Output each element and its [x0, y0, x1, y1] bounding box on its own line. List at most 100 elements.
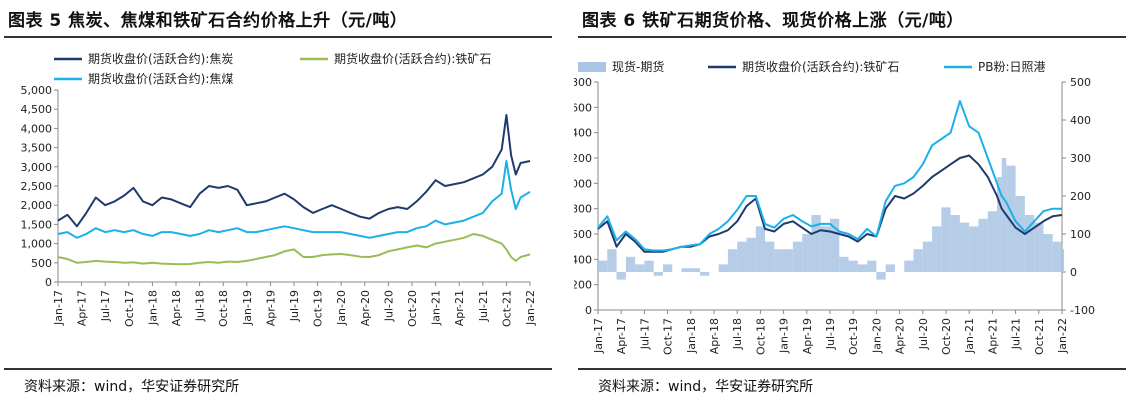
area-bar-spot-minus-futures [820, 226, 830, 272]
series-line-3 [597, 100, 1062, 252]
x-tick-label: Apr-17 [76, 290, 89, 326]
x-tick-label: Apr-19 [801, 318, 814, 354]
y-tick-label: 1,200 [574, 152, 592, 165]
y2-tick-label: 300 [1070, 152, 1091, 165]
area-bar-spot-minus-futures [959, 222, 970, 272]
area-bar-spot-minus-futures [950, 215, 960, 272]
left-title-rule [4, 36, 552, 38]
area-bar-spot-minus-futures [811, 215, 821, 272]
area-bar-spot-minus-futures [737, 241, 747, 272]
x-tick-label: Jul-20 [382, 290, 395, 322]
x-tick-label: Oct-21 [1033, 318, 1046, 355]
area-bar-spot-minus-futures [755, 226, 766, 272]
right-figure-title: 图表 6 铁矿石期货价格、现货价格上涨（元/吨） [582, 11, 964, 31]
x-tick-label: Jul-19 [824, 318, 837, 350]
legend-label: PB粉:日照港 [978, 60, 1046, 74]
y-tick-label: 0 [45, 276, 52, 289]
y2-tick-label: 500 [1070, 76, 1091, 89]
left-source-note: 资料来源：wind，华安证券研究所 [24, 379, 240, 395]
x-tick-label: Oct-18 [754, 318, 767, 355]
x-tick-label: Apr-19 [264, 290, 277, 326]
y-tick-label: 1,400 [574, 127, 592, 140]
area-bar-spot-minus-futures [625, 256, 636, 272]
x-tick-label: Apr-21 [453, 290, 466, 326]
area-bar-spot-minus-futures [1024, 215, 1035, 272]
area-bar-spot-minus-futures [783, 249, 793, 272]
x-tick-label: Apr-18 [170, 290, 183, 326]
x-tick-label: Jul-21 [1010, 318, 1023, 350]
y-tick-label: 1,800 [574, 76, 592, 89]
y2-tick-label: 100 [1070, 228, 1091, 241]
x-tick-label: Jul-20 [917, 318, 930, 350]
y-tick-label: 600 [574, 228, 592, 241]
x-tick-label: Jan-18 [685, 318, 698, 354]
x-tick-label: Jul-18 [731, 318, 744, 350]
y2-tick-label: -100 [1070, 304, 1095, 317]
area-bar-spot-minus-futures [839, 256, 849, 272]
series-line-2 [57, 233, 531, 266]
y-tick-label: 4,000 [21, 122, 53, 135]
right-figure-panel: 图表 6 铁矿石期货价格、现货价格上涨（元/吨） 0 200 400 600 800 1,… [574, 0, 1126, 416]
area-bar-spot-minus-futures [607, 249, 617, 272]
area-bar-spot-minus-futures [941, 207, 951, 272]
series-line-1 [57, 114, 531, 228]
y-tick-label: 2,500 [21, 180, 53, 193]
left-line-chart: 0 500 1,000 1,500 2,000 2,500 3,000 3,500 4,000 4… [21, 51, 538, 327]
y-tick-label: 400 [574, 253, 592, 266]
y-tick-label: 500 [31, 257, 52, 270]
x-tick-label: Oct-20 [940, 318, 953, 355]
area-bar-spot-minus-futures [904, 260, 914, 272]
right-source-note: 资料来源：wind，华安证券研究所 [598, 379, 814, 395]
area-bar-spot-minus-futures [932, 226, 942, 272]
area-bar-spot-minus-futures [885, 264, 895, 272]
x-tick-label: Oct-17 [123, 290, 136, 327]
area-bar-spot-minus-futures [774, 249, 784, 272]
y2-tick-label: 0 [1070, 266, 1077, 279]
left-figure-title: 图表 5 焦炭、焦煤和铁矿石合约价格上升（元/吨） [8, 11, 408, 31]
x-tick-label: Oct-20 [406, 290, 419, 327]
x-tick-label: Apr-20 [359, 290, 372, 326]
area-bar-spot-minus-futures [830, 218, 840, 272]
x-tick-label: Apr-20 [894, 318, 907, 354]
x-tick-label: Jan-17 [52, 290, 65, 326]
area-bar-spot-minus-futures [969, 226, 979, 272]
y-tick-label: 1,600 [574, 101, 592, 114]
area-bar-spot-minus-futures [653, 272, 663, 276]
area-bar-spot-minus-futures [635, 264, 645, 272]
area-bar-spot-minus-futures [792, 241, 803, 272]
x-tick-label: Jan-18 [146, 290, 159, 326]
area-bar-spot-minus-futures [913, 249, 923, 272]
legend-label: 期货收盘价(活跃合约):焦炭 [88, 51, 233, 66]
area-bar-spot-minus-futures [718, 264, 728, 272]
right-title-rule [578, 36, 1126, 38]
area-bar-spot-minus-futures [690, 268, 701, 272]
right-dual-axis-chart: 0 200 400 600 800 1,000 1,200 1,400 1,600 1,800 -1… [574, 59, 1095, 355]
y-tick-label: 1,000 [21, 238, 53, 251]
area-bar-spot-minus-futures [987, 211, 998, 272]
area-bar-spot-minus-futures [765, 241, 775, 272]
y-tick-label: 1,500 [21, 218, 53, 231]
legend-label: 期货收盘价(活跃合约):铁矿石 [742, 59, 899, 74]
area-bar-spot-minus-futures [1052, 241, 1062, 272]
y-tick-label: 200 [574, 279, 592, 292]
area-bar-spot-minus-futures [616, 272, 626, 280]
x-tick-label: Jan-21 [963, 318, 976, 354]
area-bar-spot-minus-futures [922, 241, 933, 272]
y-tick-label: 5,000 [21, 84, 53, 97]
area-bar-spot-minus-futures [848, 260, 858, 272]
area-bar-spot-minus-futures [802, 234, 812, 272]
x-tick-label: Jan-19 [241, 290, 254, 326]
x-tick-label: Apr-17 [615, 318, 628, 354]
legend-label: 现货-期货 [612, 59, 664, 74]
area-bar-spot-minus-futures [997, 177, 1002, 272]
area-bar-spot-minus-futures [700, 272, 710, 276]
area-bar-spot-minus-futures [746, 237, 756, 272]
x-tick-label: Jul-17 [99, 290, 112, 322]
area-bar-spot-minus-futures [876, 272, 886, 280]
series-line-3 [57, 160, 531, 239]
x-tick-label: Apr-21 [986, 318, 999, 354]
area-bar-spot-minus-futures [857, 264, 868, 272]
area-bar-spot-minus-futures [1062, 249, 1064, 272]
x-tick-label: Oct-17 [662, 318, 675, 355]
legend-label: 期货收盘价(活跃合约):焦煤 [88, 71, 233, 86]
